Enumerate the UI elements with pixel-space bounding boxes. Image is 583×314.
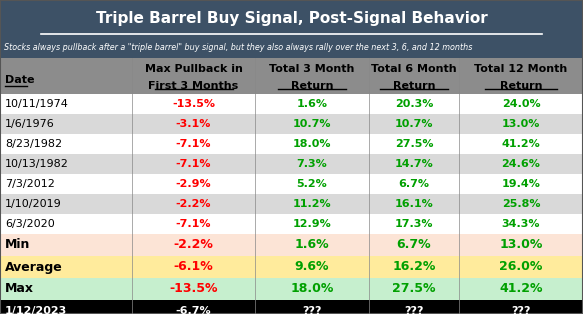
Text: Return: Return: [500, 81, 542, 91]
Text: 6.7%: 6.7%: [396, 239, 431, 252]
Text: -13.5%: -13.5%: [172, 99, 215, 109]
Text: Stocks always pullback after a "triple barrel" buy signal, but they also always : Stocks always pullback after a "triple b…: [4, 44, 472, 52]
Text: 1/12/2023: 1/12/2023: [5, 306, 67, 314]
Text: -6.1%: -6.1%: [174, 261, 213, 273]
Text: 10.7%: 10.7%: [395, 119, 433, 129]
Text: -2.2%: -2.2%: [175, 199, 211, 209]
Text: 1.6%: 1.6%: [297, 99, 328, 109]
Bar: [0, 194, 583, 214]
Text: -2.9%: -2.9%: [175, 179, 211, 189]
Text: -2.2%: -2.2%: [174, 239, 213, 252]
Bar: [0, 154, 583, 174]
Text: 1.6%: 1.6%: [294, 239, 329, 252]
Bar: [0, 94, 583, 114]
Text: 13.0%: 13.0%: [499, 239, 543, 252]
Text: 18.0%: 18.0%: [290, 283, 333, 295]
Text: 1/10/2019: 1/10/2019: [5, 199, 62, 209]
Text: 6/3/2020: 6/3/2020: [5, 219, 55, 229]
Bar: [0, 214, 583, 234]
Bar: [0, 278, 583, 300]
Bar: [0, 38, 583, 58]
Bar: [0, 134, 583, 154]
Text: 1/6/1976: 1/6/1976: [5, 119, 55, 129]
Text: 16.2%: 16.2%: [392, 261, 436, 273]
Text: ???: ???: [511, 306, 531, 314]
Text: -3.1%: -3.1%: [176, 119, 211, 129]
Text: -6.7%: -6.7%: [175, 306, 211, 314]
Text: First 3 Months: First 3 Months: [149, 81, 238, 91]
Text: 7.3%: 7.3%: [297, 159, 328, 169]
Text: 27.5%: 27.5%: [395, 139, 433, 149]
Text: 7/3/2012: 7/3/2012: [5, 179, 55, 189]
Text: 25.8%: 25.8%: [502, 199, 540, 209]
Text: Total 12 Month: Total 12 Month: [475, 64, 568, 74]
Text: 26.0%: 26.0%: [499, 261, 543, 273]
Text: Triple Barrel Buy Signal, Post-Signal Behavior: Triple Barrel Buy Signal, Post-Signal Be…: [96, 10, 487, 25]
Text: 17.3%: 17.3%: [395, 219, 433, 229]
Text: Min: Min: [5, 239, 30, 252]
Text: -7.1%: -7.1%: [175, 139, 211, 149]
Text: Return: Return: [393, 81, 436, 91]
Text: 24.6%: 24.6%: [501, 159, 540, 169]
Bar: [0, 256, 583, 278]
Text: ???: ???: [302, 306, 322, 314]
Text: Max Pullback in: Max Pullback in: [145, 64, 243, 74]
Text: 10/11/1974: 10/11/1974: [5, 99, 69, 109]
Text: -7.1%: -7.1%: [175, 159, 211, 169]
Text: 9.6%: 9.6%: [295, 261, 329, 273]
Text: 6.7%: 6.7%: [399, 179, 430, 189]
Text: 12.9%: 12.9%: [293, 219, 331, 229]
Text: Total 3 Month: Total 3 Month: [269, 64, 354, 74]
Text: 20.3%: 20.3%: [395, 99, 433, 109]
Text: 27.5%: 27.5%: [392, 283, 436, 295]
Text: 18.0%: 18.0%: [293, 139, 331, 149]
Text: 13.0%: 13.0%: [502, 119, 540, 129]
Text: -7.1%: -7.1%: [175, 219, 211, 229]
Text: 41.2%: 41.2%: [499, 283, 543, 295]
Text: -13.5%: -13.5%: [169, 283, 217, 295]
Bar: [0, 234, 583, 256]
Text: 16.1%: 16.1%: [395, 199, 433, 209]
Bar: [0, 114, 583, 134]
Text: 19.4%: 19.4%: [501, 179, 540, 189]
Bar: [0, 58, 583, 94]
Text: 11.2%: 11.2%: [293, 199, 331, 209]
Bar: [0, 174, 583, 194]
Text: ???: ???: [404, 306, 424, 314]
Text: 5.2%: 5.2%: [297, 179, 328, 189]
Text: 24.0%: 24.0%: [502, 99, 540, 109]
Text: 10.7%: 10.7%: [293, 119, 331, 129]
Bar: [0, 0, 583, 38]
Text: Total 6 Month: Total 6 Month: [371, 64, 457, 74]
Text: 10/13/1982: 10/13/1982: [5, 159, 69, 169]
Text: Average: Average: [5, 261, 63, 273]
Text: 34.3%: 34.3%: [502, 219, 540, 229]
Text: 8/23/1982: 8/23/1982: [5, 139, 62, 149]
Text: 41.2%: 41.2%: [501, 139, 540, 149]
Bar: [0, 300, 583, 314]
Text: 14.7%: 14.7%: [395, 159, 433, 169]
Text: Max: Max: [5, 283, 34, 295]
Text: Date: Date: [5, 75, 34, 85]
Text: Return: Return: [291, 81, 333, 91]
